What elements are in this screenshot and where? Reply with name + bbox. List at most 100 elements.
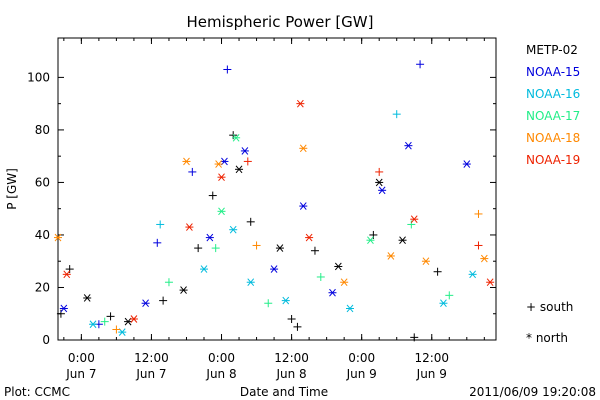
data-point: [156, 220, 165, 229]
y-tick-label: 20: [35, 280, 50, 294]
legend-item: NOAA-18: [526, 131, 580, 145]
data-point: [468, 270, 477, 279]
data-point: [474, 241, 483, 250]
data-marks: [54, 60, 495, 342]
plot-timestamp: 2011/06/09 19:20:08: [469, 385, 596, 399]
data-point: [287, 314, 296, 323]
north-marker: [405, 141, 412, 150]
north-marker: [241, 147, 249, 155]
data-point: [208, 191, 217, 200]
data-point: [480, 254, 489, 263]
data-point: [340, 278, 349, 287]
data-point: [194, 244, 203, 253]
north-marker: [440, 299, 447, 308]
data-point: [486, 278, 495, 287]
data-point: [310, 246, 319, 255]
data-point: [305, 233, 314, 242]
data-point: [211, 244, 220, 253]
north-marker: [305, 233, 313, 242]
north-marker: [89, 320, 97, 329]
data-point: [474, 209, 483, 218]
y-tick-label: 40: [35, 228, 50, 242]
data-point: [410, 333, 419, 342]
north-marker: [422, 257, 430, 266]
data-point: [264, 299, 273, 308]
data-point: [334, 262, 343, 271]
x-axis: 0:00 Jun 7 12:00 Jun 7 0:00 Jun 8 12:00 Jun 8 0:…: [63, 38, 485, 381]
north-marker: [399, 236, 406, 245]
north-marker: [387, 252, 395, 260]
data-point: [270, 265, 279, 273]
data-point: [316, 272, 325, 281]
data-point: [392, 110, 401, 119]
data-point: [299, 202, 308, 210]
north-marker: [375, 178, 383, 187]
data-point: [275, 244, 284, 252]
data-point: [200, 265, 208, 273]
north-marker: [299, 144, 307, 153]
data-point: [433, 267, 442, 276]
x-tick-date-label: Jun 9: [346, 367, 377, 381]
legend-item: METP-02: [526, 43, 578, 57]
data-point: [416, 60, 425, 69]
data-point: [65, 265, 74, 274]
data-point: [375, 178, 384, 187]
data-point: [83, 294, 92, 302]
x-tick-time-label: 12:00: [134, 351, 169, 365]
data-point: [378, 186, 387, 195]
data-point: [252, 241, 261, 250]
data-point: [141, 299, 150, 308]
north-marker: [463, 160, 471, 168]
north-marker: [118, 328, 126, 336]
data-point: [445, 291, 454, 300]
x-tick-date-label: Jun 8: [275, 367, 306, 381]
chart-title: Hemispheric Power [GW]: [187, 13, 374, 31]
y-tick-label: 100: [27, 70, 50, 84]
north-marker: [410, 215, 418, 224]
plot-frame: [57, 37, 497, 341]
legend: METP-02 NOAA-15 NOAA-16 NOAA-17 NOAA-18 NOAA-…: [526, 43, 580, 167]
data-point: [232, 133, 241, 142]
north-marker: [276, 244, 284, 252]
data-point: [129, 315, 138, 323]
data-point: [328, 288, 337, 297]
legend-item: NOAA-15: [526, 65, 580, 79]
data-point: [217, 173, 226, 182]
data-point: [106, 312, 115, 321]
data-point: [246, 217, 255, 226]
north-marker: [218, 207, 225, 216]
north-marker: [378, 186, 386, 195]
data-point: [217, 207, 226, 216]
data-point: [293, 322, 302, 331]
data-point: [246, 278, 255, 287]
data-point: [214, 160, 223, 168]
data-point: [243, 157, 252, 166]
data-point: [281, 296, 290, 305]
north-marker: [469, 270, 477, 279]
data-point: [112, 325, 121, 334]
north-marker: [334, 262, 342, 271]
x-tick-date-label: Jun 7: [65, 367, 96, 381]
y-axis: 0 20 40 60 80 100: [27, 70, 496, 347]
data-point: [410, 215, 419, 224]
data-point: [54, 233, 62, 242]
north-marker: [367, 236, 374, 245]
data-point: [404, 141, 413, 150]
data-point: [421, 257, 430, 266]
north-marker: [63, 270, 71, 279]
data-point: [153, 238, 162, 247]
data-point: [164, 278, 173, 287]
north-marker: [183, 157, 190, 166]
data-point: [223, 65, 232, 74]
x-axis-label: Date and Time: [240, 385, 328, 399]
data-point: [369, 230, 378, 239]
x-tick-time-label: 0:00: [208, 351, 235, 365]
legend-item: NOAA-16: [526, 87, 580, 101]
north-marker: [296, 99, 304, 108]
x-tick-time-label: 12:00: [274, 351, 309, 365]
data-point: [407, 220, 416, 229]
data-point: [89, 320, 98, 329]
north-marker: [235, 165, 243, 174]
north-marker: [186, 223, 193, 231]
north-marker: [218, 173, 225, 182]
